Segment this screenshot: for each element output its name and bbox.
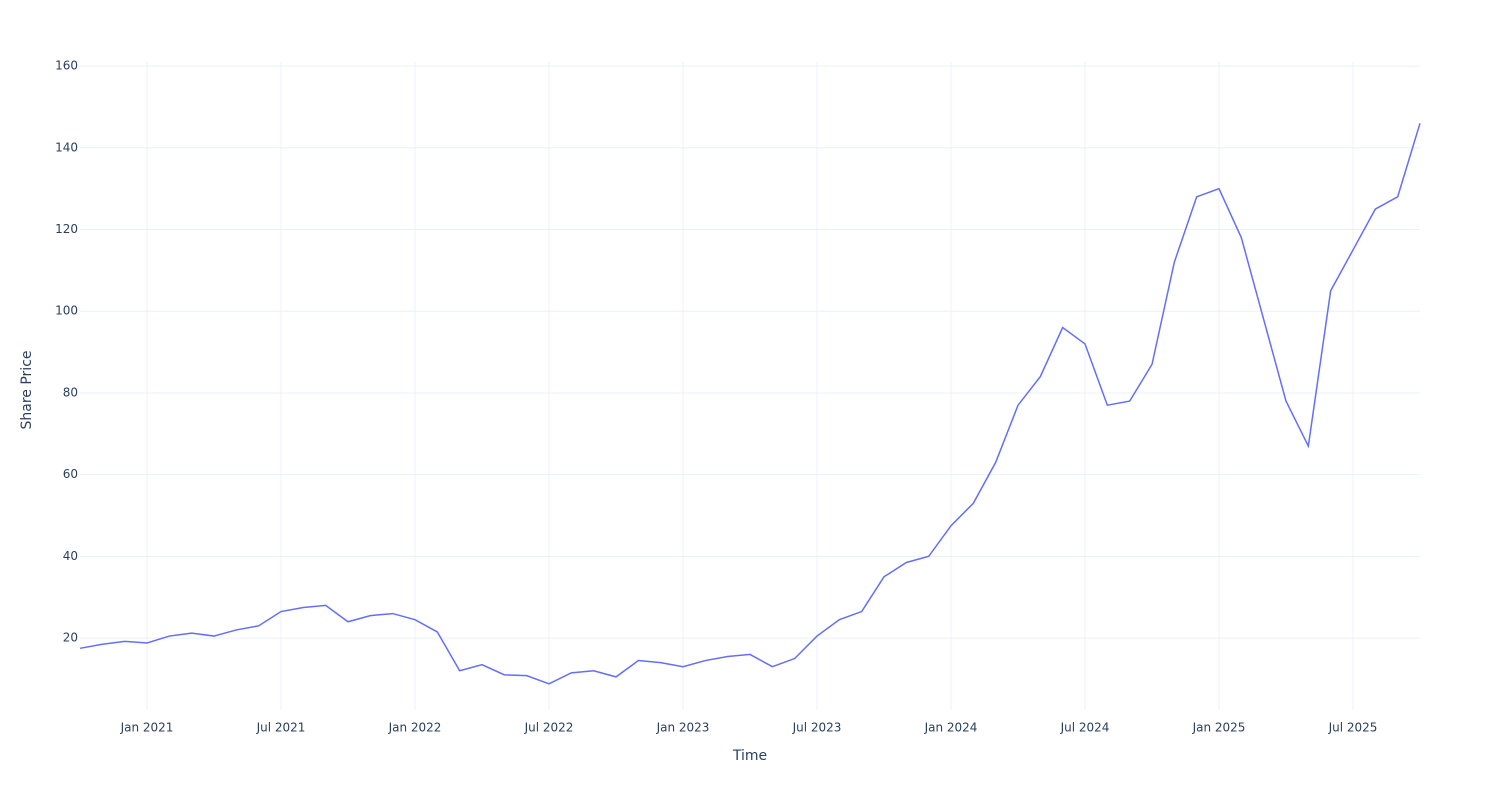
x-axis-title: Time <box>732 748 767 764</box>
y-tick-label: 120 <box>55 222 78 236</box>
x-tick-label: Jan 2022 <box>388 721 442 735</box>
y-tick-label: 100 <box>55 304 78 318</box>
x-tick-label: Jul 2021 <box>256 721 306 735</box>
y-tick-label: 60 <box>63 467 78 481</box>
y-tick-label: 160 <box>55 59 78 73</box>
x-tick-label: Jul 2022 <box>524 721 574 735</box>
x-tick-label: Jan 2023 <box>656 721 710 735</box>
x-tick-label: Jan 2024 <box>924 721 978 735</box>
y-tick-label: 20 <box>63 631 78 645</box>
x-tick-label: Jan 2021 <box>120 721 174 735</box>
x-tick-label: Jan 2025 <box>1192 721 1246 735</box>
x-tick-label: Jul 2024 <box>1060 721 1110 735</box>
y-tick-label: 140 <box>55 140 78 154</box>
x-tick-label: Jul 2023 <box>792 721 842 735</box>
y-tick-label: 40 <box>63 549 78 563</box>
x-tick-label: Jul 2025 <box>1328 721 1378 735</box>
price-line <box>79 123 1421 685</box>
y-tick-label: 80 <box>63 385 78 399</box>
y-axis-title: Share Price <box>19 350 35 429</box>
